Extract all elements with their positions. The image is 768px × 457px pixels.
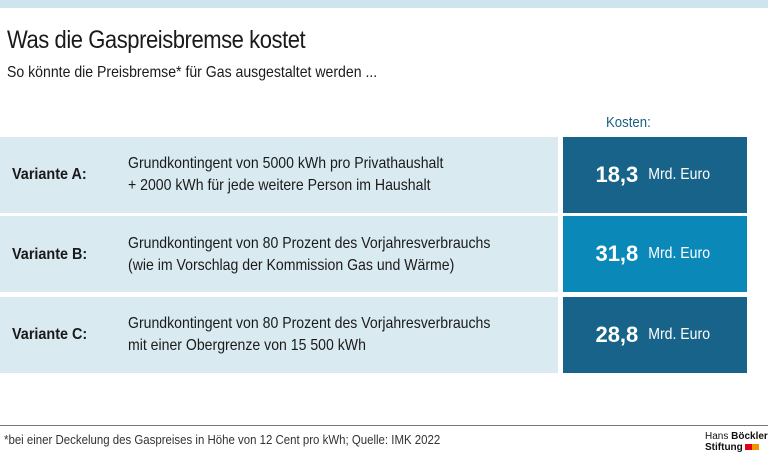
top-accent-bar xyxy=(0,0,768,8)
desc-line: Grundkontingent von 80 Prozent des Vorja… xyxy=(128,315,491,332)
logo-text: Stiftung xyxy=(705,442,743,453)
page-title: Was die Gaspreisbremse kostet xyxy=(7,26,306,54)
cost-header: Kosten: xyxy=(606,114,651,131)
desc-line: mit einer Obergrenze von 15 500 kWh xyxy=(128,337,366,354)
variant-label: Variante A: xyxy=(12,166,87,183)
footnote: *bei einer Deckelung des Gaspreises in H… xyxy=(4,432,441,447)
hans-boeckler-logo: Hans Böckler Stiftung xyxy=(705,431,768,453)
desc-line: Grundkontingent von 80 Prozent des Vorja… xyxy=(128,235,491,252)
logo-orange-square-icon xyxy=(751,444,759,450)
logo-text: Hans xyxy=(705,431,729,442)
desc-line: + 2000 kWh für jede weitere Person im Ha… xyxy=(128,177,431,194)
cost-value: 28,8 xyxy=(595,322,639,347)
variant-row-bg xyxy=(0,137,558,213)
variant-description: Grundkontingent von 80 Prozent des Vorja… xyxy=(128,233,490,277)
logo-red-square-icon xyxy=(744,444,752,450)
cost-box: 31,8 Mrd. Euro xyxy=(563,216,747,292)
variant-label: Variante C: xyxy=(12,326,88,343)
footer-divider xyxy=(0,425,768,426)
cost-unit: Mrd. Euro xyxy=(648,166,711,183)
desc-line: (wie im Vorschlag der Kommission Gas und… xyxy=(128,257,455,274)
cost-value: 18,3 xyxy=(595,162,639,187)
variant-row-bg xyxy=(0,216,558,292)
cost-box: 28,8 Mrd. Euro xyxy=(563,297,747,373)
variant-row-bg xyxy=(0,297,558,373)
cost-value: 31,8 xyxy=(595,241,639,266)
subtitle: So könnte die Preisbremse* für Gas ausge… xyxy=(7,64,378,81)
variant-description: Grundkontingent von 80 Prozent des Vorja… xyxy=(128,313,490,357)
desc-line: Grundkontingent von 5000 kWh pro Privath… xyxy=(128,155,444,172)
logo-text: Böckler xyxy=(731,431,768,442)
variant-label: Variante B: xyxy=(12,246,88,263)
variant-description: Grundkontingent von 5000 kWh pro Privath… xyxy=(128,153,443,197)
cost-unit: Mrd. Euro xyxy=(648,245,711,262)
cost-unit: Mrd. Euro xyxy=(648,326,711,343)
cost-box: 18,3 Mrd. Euro xyxy=(563,137,747,213)
